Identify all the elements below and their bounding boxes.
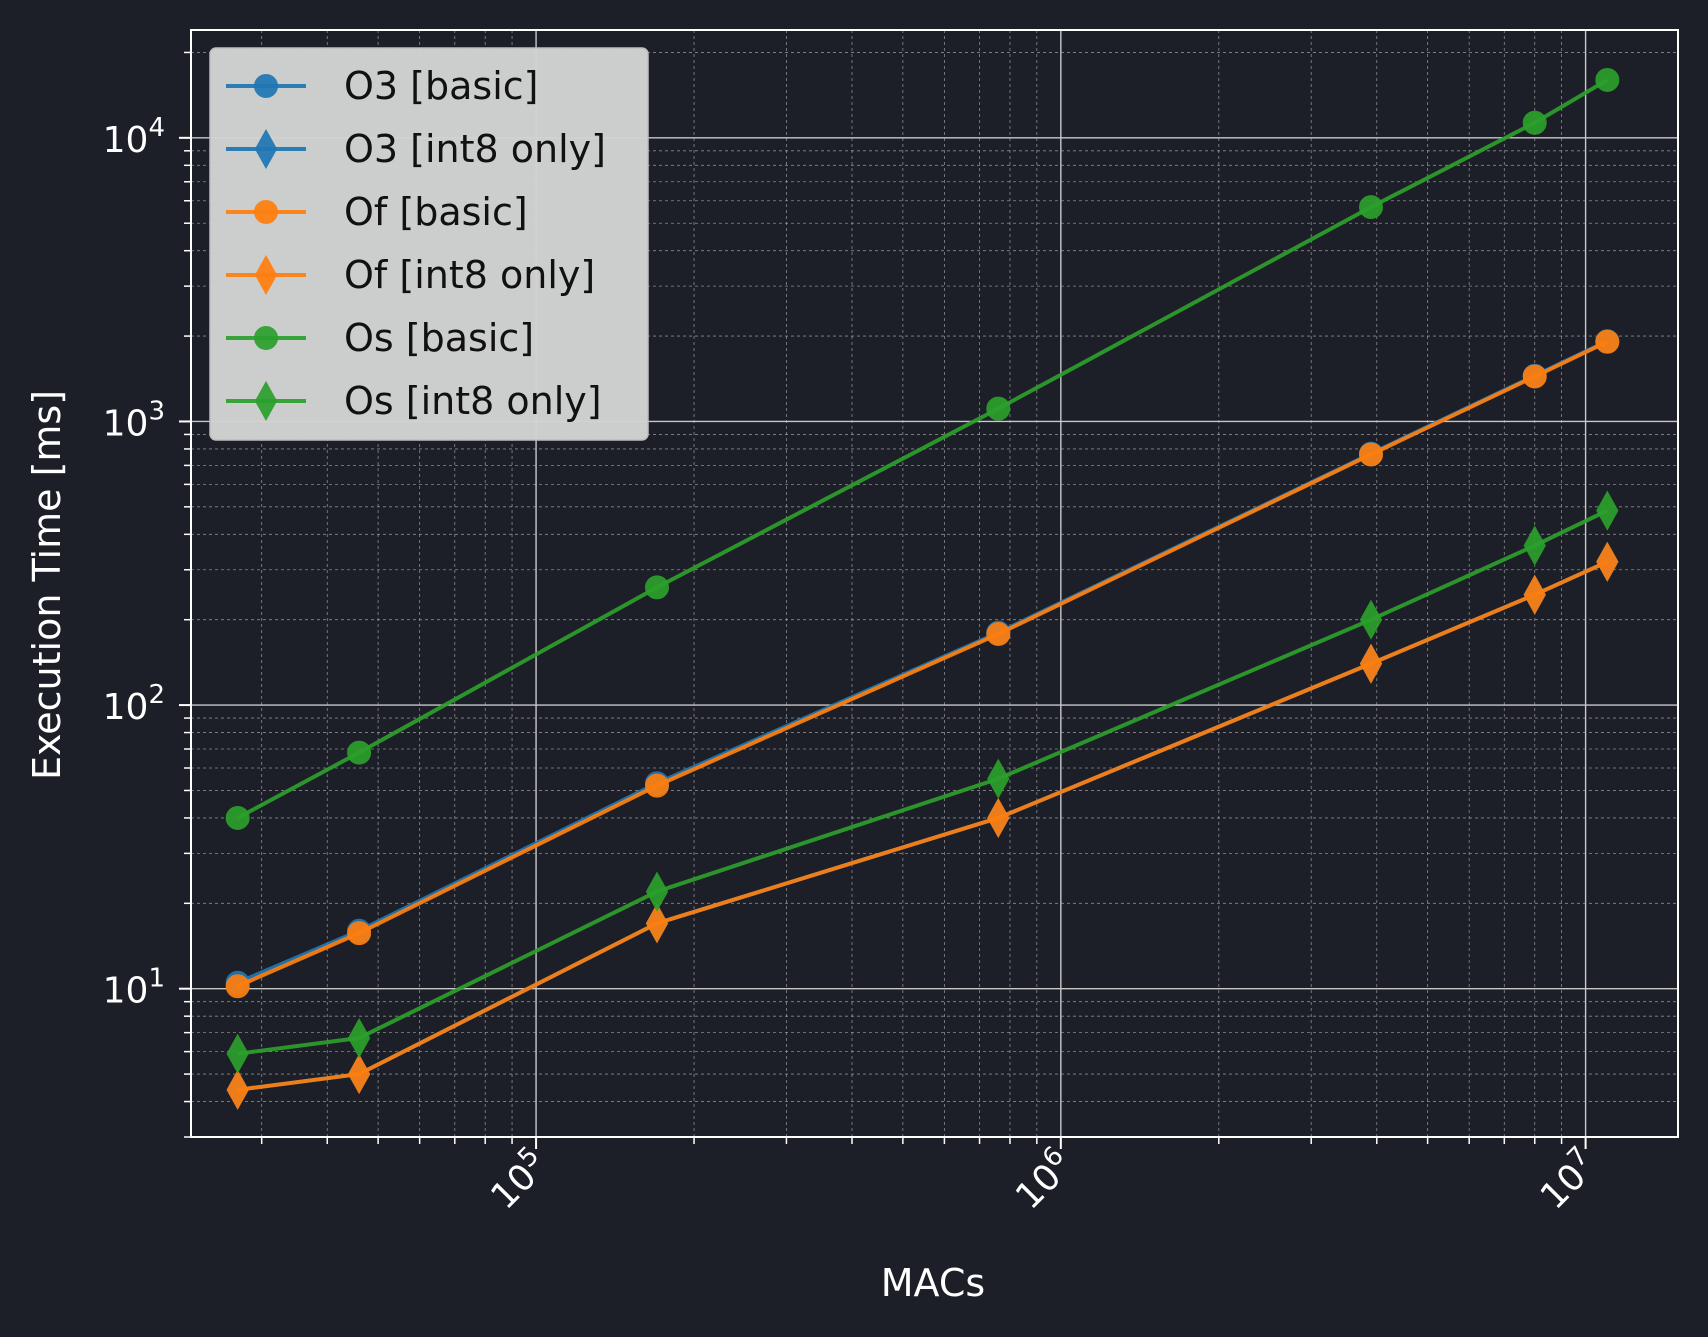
data-point	[1522, 364, 1547, 389]
x-tick-label: 106	[1005, 1141, 1082, 1218]
legend-entry: Of [basic]	[226, 190, 528, 234]
y-axis-label: Execution Time [ms]	[25, 390, 69, 780]
data-point	[1596, 541, 1619, 582]
data-point	[225, 974, 250, 999]
legend-label: Os [basic]	[344, 316, 534, 360]
data-point	[347, 1054, 371, 1095]
legend-label: Of [basic]	[344, 190, 528, 234]
series-2	[225, 329, 1620, 999]
data-point	[1523, 574, 1546, 615]
legend-entry: O3 [basic]	[226, 64, 538, 108]
legend-marker	[254, 254, 278, 296]
data-point	[225, 805, 250, 830]
data-point	[645, 871, 669, 912]
data-point	[987, 758, 1010, 799]
y-tick-label: 101	[103, 964, 165, 1012]
legend-marker	[254, 74, 278, 98]
data-point	[645, 575, 670, 600]
data-point	[645, 903, 669, 944]
legend-marker	[254, 380, 278, 422]
data-point	[986, 622, 1011, 647]
legend-marker	[254, 128, 278, 170]
x-axis-label: MACs	[881, 1261, 985, 1305]
legend-marker	[254, 326, 278, 350]
axis-ticks	[179, 51, 1587, 1149]
data-point	[226, 1033, 249, 1074]
legend-label: O3 [basic]	[344, 64, 538, 108]
x-tick-label: 105	[480, 1141, 557, 1218]
data-point	[1359, 599, 1383, 640]
data-point	[347, 921, 372, 946]
data-point	[1595, 67, 1620, 92]
legend-marker	[254, 200, 278, 224]
data-point	[347, 1017, 371, 1059]
data-point	[986, 396, 1011, 421]
legend-entry: Of [int8 only]	[226, 253, 595, 297]
legend-entry: O3 [int8 only]	[226, 127, 606, 171]
series-4	[225, 67, 1620, 830]
series-line	[237, 559, 1609, 1092]
data-point	[1595, 329, 1620, 354]
data-point	[1359, 442, 1384, 467]
data-point	[1596, 490, 1619, 531]
y-tick-labels: 101 102 103 104	[103, 113, 165, 1012]
legend-label: O3 [int8 only]	[344, 127, 606, 171]
data-point	[1359, 643, 1383, 684]
series-layer	[225, 67, 1620, 1110]
x-tick-label: 107	[1529, 1141, 1606, 1218]
legend: O3 [basic] O3 [int8 only] Of [basic] Of [in…	[209, 47, 649, 441]
y-tick-label: 104	[103, 113, 165, 161]
series-3	[226, 541, 1619, 1110]
data-point	[987, 797, 1010, 839]
series-5	[226, 490, 1619, 1074]
y-tick-label: 102	[103, 680, 165, 728]
x-tick-labels: 105 106 107	[480, 1141, 1606, 1218]
legend-box	[209, 47, 649, 441]
data-point	[1359, 195, 1384, 220]
y-tick-label: 103	[103, 396, 165, 444]
legend-label: Of [int8 only]	[344, 253, 595, 297]
legend-label: Os [int8 only]	[344, 379, 602, 423]
data-point	[1522, 110, 1547, 135]
series-line	[237, 559, 1609, 1092]
data-point	[1523, 525, 1546, 566]
data-point	[645, 773, 670, 798]
series-line	[237, 508, 1609, 1056]
plot-frame	[190, 29, 1679, 1138]
legend-entry: Os [int8 only]	[226, 379, 602, 423]
data-point	[226, 1069, 249, 1110]
legend-entry: Os [basic]	[226, 316, 534, 360]
data-point	[347, 740, 372, 765]
series-1	[226, 541, 1619, 1110]
